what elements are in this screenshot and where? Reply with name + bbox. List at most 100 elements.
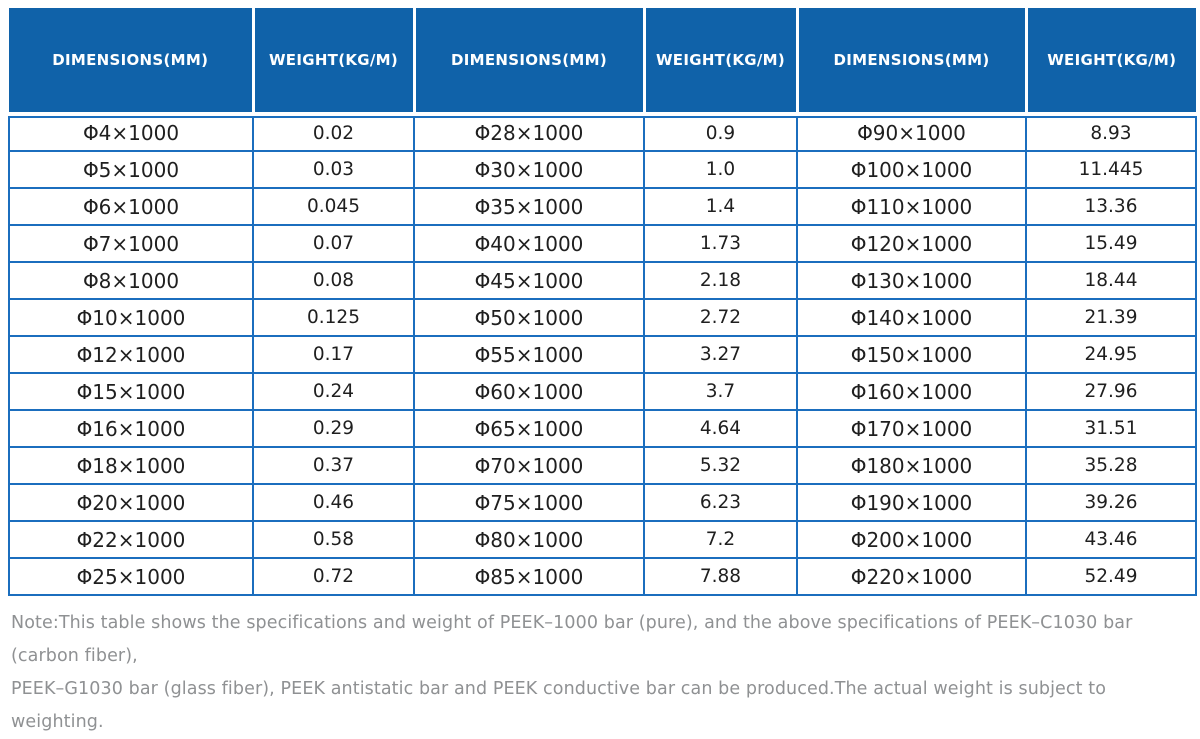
dimensions-cell: Φ25×1000 — [8, 557, 254, 596]
weight-cell: 52.49 — [1025, 557, 1197, 596]
dimensions-cell: Φ35×1000 — [413, 187, 645, 226]
dimensions-cell: Φ150×1000 — [796, 335, 1027, 374]
dimensions-cell: Φ70×1000 — [413, 446, 645, 485]
table-row: Φ5×1000 0.03 Φ30×1000 1.0 Φ100×1000 11.4… — [8, 150, 1197, 189]
weight-cell: 1.73 — [643, 224, 798, 263]
weight-cell: 3.7 — [643, 372, 798, 411]
note-line-2: PEEK–G1030 bar (glass fiber), PEEK antis… — [11, 679, 1107, 732]
weight-cell: 21.39 — [1025, 298, 1197, 337]
column-header-dimensions-1: DIMENSIONS(MM) — [9, 8, 255, 116]
table-row: Φ10×1000 0.125 Φ50×1000 2.72 Φ140×1000 2… — [8, 298, 1197, 337]
dimensions-cell: Φ4×1000 — [8, 113, 254, 152]
weight-cell: 35.28 — [1025, 446, 1197, 485]
weight-cell: 8.93 — [1025, 113, 1197, 152]
table-row: Φ12×1000 0.17 Φ55×1000 3.27 Φ150×1000 24… — [8, 335, 1197, 374]
table-row: Φ8×1000 0.08 Φ45×1000 2.18 Φ130×1000 18.… — [8, 261, 1197, 300]
column-header-dimensions-3: DIMENSIONS(MM) — [797, 8, 1028, 116]
table-row: Φ15×1000 0.24 Φ60×1000 3.7 Φ160×1000 27.… — [8, 372, 1197, 411]
dimensions-cell: Φ55×1000 — [413, 335, 645, 374]
dimensions-cell: Φ100×1000 — [796, 150, 1027, 189]
dimensions-cell: Φ200×1000 — [796, 520, 1027, 559]
weight-cell: 0.37 — [252, 446, 415, 485]
weight-cell: 4.64 — [643, 409, 798, 448]
weight-cell: 7.2 — [643, 520, 798, 559]
table-row: Φ16×1000 0.29 Φ65×1000 4.64 Φ170×1000 31… — [8, 409, 1197, 448]
column-header-weight-3: WEIGHT(KG/M) — [1026, 8, 1196, 116]
dimensions-cell: Φ10×1000 — [8, 298, 254, 337]
dimensions-cell: Φ65×1000 — [413, 409, 645, 448]
weight-cell: 0.045 — [252, 187, 415, 226]
weight-cell: 1.0 — [643, 150, 798, 189]
column-header-dimensions-2: DIMENSIONS(MM) — [414, 8, 646, 116]
weight-cell: 0.08 — [252, 261, 415, 300]
dimensions-cell: Φ20×1000 — [8, 483, 254, 522]
dimensions-cell: Φ30×1000 — [413, 150, 645, 189]
weight-cell: 0.46 — [252, 483, 415, 522]
table-row: Φ18×1000 0.37 Φ70×1000 5.32 Φ180×1000 35… — [8, 446, 1197, 485]
weight-cell: 31.51 — [1025, 409, 1197, 448]
dimensions-cell: Φ12×1000 — [8, 335, 254, 374]
note-line-1: Note:This table shows the specifications… — [11, 613, 1133, 666]
dimensions-cell: Φ15×1000 — [8, 372, 254, 411]
weight-cell: 0.03 — [252, 150, 415, 189]
table-row: Φ22×1000 0.58 Φ80×1000 7.2 Φ200×1000 43.… — [8, 520, 1197, 559]
table-row: Φ7×1000 0.07 Φ40×1000 1.73 Φ120×1000 15.… — [8, 224, 1197, 263]
dimensions-cell: Φ16×1000 — [8, 409, 254, 448]
weight-cell: 39.26 — [1025, 483, 1197, 522]
dimensions-cell: Φ40×1000 — [413, 224, 645, 263]
weight-cell: 0.125 — [252, 298, 415, 337]
dimensions-cell: Φ7×1000 — [8, 224, 254, 263]
table-header: DIMENSIONS(MM) WEIGHT(KG/M) DIMENSIONS(M… — [9, 8, 1196, 116]
weight-cell: 5.32 — [643, 446, 798, 485]
dimensions-cell: Φ6×1000 — [8, 187, 254, 226]
table-note: Note:This table shows the specifications… — [8, 607, 1195, 739]
dimensions-cell: Φ5×1000 — [8, 150, 254, 189]
weight-cell: 13.36 — [1025, 187, 1197, 226]
dimensions-cell: Φ8×1000 — [8, 261, 254, 300]
weight-cell: 3.27 — [643, 335, 798, 374]
dimensions-cell: Φ110×1000 — [796, 187, 1027, 226]
peek-bar-spec-page: DIMENSIONS(MM) WEIGHT(KG/M) DIMENSIONS(M… — [8, 8, 1197, 732]
dimensions-cell: Φ18×1000 — [8, 446, 254, 485]
dimensions-cell: Φ120×1000 — [796, 224, 1027, 263]
dimensions-cell: Φ190×1000 — [796, 483, 1027, 522]
weight-cell: 0.24 — [252, 372, 415, 411]
weight-cell: 0.07 — [252, 224, 415, 263]
dimensions-cell: Φ160×1000 — [796, 372, 1027, 411]
dimensions-cell: Φ22×1000 — [8, 520, 254, 559]
dimensions-cell: Φ140×1000 — [796, 298, 1027, 337]
dimensions-cell: Φ60×1000 — [413, 372, 645, 411]
dimensions-cell: Φ220×1000 — [796, 557, 1027, 596]
table-row: Φ20×1000 0.46 Φ75×1000 6.23 Φ190×1000 39… — [8, 483, 1197, 522]
header-row: DIMENSIONS(MM) WEIGHT(KG/M) DIMENSIONS(M… — [9, 8, 1196, 116]
dimensions-cell: Φ80×1000 — [413, 520, 645, 559]
table-body: Φ4×1000 0.02 Φ28×1000 0.9 Φ90×1000 8.93 … — [8, 113, 1197, 596]
dimensions-cell: Φ28×1000 — [413, 113, 645, 152]
dimensions-cell: Φ85×1000 — [413, 557, 645, 596]
weight-cell: 2.18 — [643, 261, 798, 300]
weight-cell: 15.49 — [1025, 224, 1197, 263]
weight-cell: 0.58 — [252, 520, 415, 559]
weight-cell: 1.4 — [643, 187, 798, 226]
weight-cell: 7.88 — [643, 557, 798, 596]
weight-cell: 24.95 — [1025, 335, 1197, 374]
dimensions-cell: Φ45×1000 — [413, 261, 645, 300]
weight-cell: 6.23 — [643, 483, 798, 522]
dimensions-cell: Φ180×1000 — [796, 446, 1027, 485]
table-row: Φ4×1000 0.02 Φ28×1000 0.9 Φ90×1000 8.93 — [8, 113, 1197, 152]
table-row: Φ25×1000 0.72 Φ85×1000 7.88 Φ220×1000 52… — [8, 557, 1197, 596]
dimensions-cell: Φ170×1000 — [796, 409, 1027, 448]
peek-bar-spec-table: DIMENSIONS(MM) WEIGHT(KG/M) DIMENSIONS(M… — [8, 8, 1197, 596]
weight-cell: 0.17 — [252, 335, 415, 374]
weight-cell: 0.29 — [252, 409, 415, 448]
dimensions-cell: Φ50×1000 — [413, 298, 645, 337]
dimensions-cell: Φ90×1000 — [796, 113, 1027, 152]
dimensions-cell: Φ130×1000 — [796, 261, 1027, 300]
weight-cell: 18.44 — [1025, 261, 1197, 300]
table-row: Φ6×1000 0.045 Φ35×1000 1.4 Φ110×1000 13.… — [8, 187, 1197, 226]
weight-cell: 0.02 — [252, 113, 415, 152]
column-header-weight-1: WEIGHT(KG/M) — [253, 8, 416, 116]
column-header-weight-2: WEIGHT(KG/M) — [644, 8, 799, 116]
weight-cell: 0.9 — [643, 113, 798, 152]
dimensions-cell: Φ75×1000 — [413, 483, 645, 522]
